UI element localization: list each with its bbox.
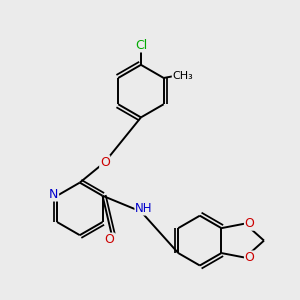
Text: O: O <box>244 251 254 264</box>
Text: NH: NH <box>135 202 152 215</box>
Text: O: O <box>244 217 254 230</box>
Text: CH₃: CH₃ <box>172 71 193 81</box>
Text: O: O <box>104 233 114 246</box>
Text: Cl: Cl <box>135 39 147 52</box>
Text: N: N <box>49 188 58 201</box>
Text: O: O <box>100 156 110 169</box>
